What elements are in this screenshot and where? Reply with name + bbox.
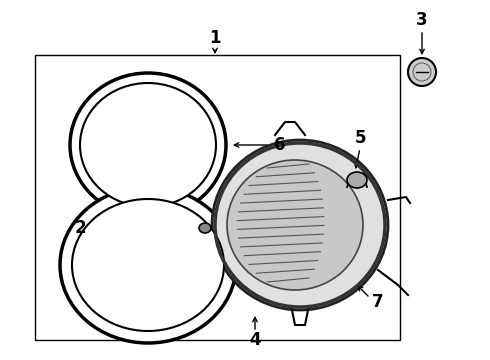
- Ellipse shape: [72, 199, 224, 331]
- Ellipse shape: [347, 172, 367, 188]
- Ellipse shape: [408, 58, 436, 86]
- Ellipse shape: [60, 187, 236, 343]
- Text: 1: 1: [209, 29, 221, 47]
- Ellipse shape: [80, 83, 216, 207]
- Ellipse shape: [212, 140, 388, 310]
- Text: 4: 4: [249, 331, 261, 349]
- Text: 2: 2: [74, 219, 86, 237]
- Ellipse shape: [227, 160, 363, 290]
- Text: 5: 5: [354, 129, 366, 147]
- Text: 3: 3: [416, 11, 428, 29]
- Bar: [35, 55, 400, 340]
- Text: 7: 7: [372, 293, 384, 311]
- Ellipse shape: [199, 223, 211, 233]
- Ellipse shape: [70, 73, 226, 217]
- Text: 6: 6: [274, 136, 286, 154]
